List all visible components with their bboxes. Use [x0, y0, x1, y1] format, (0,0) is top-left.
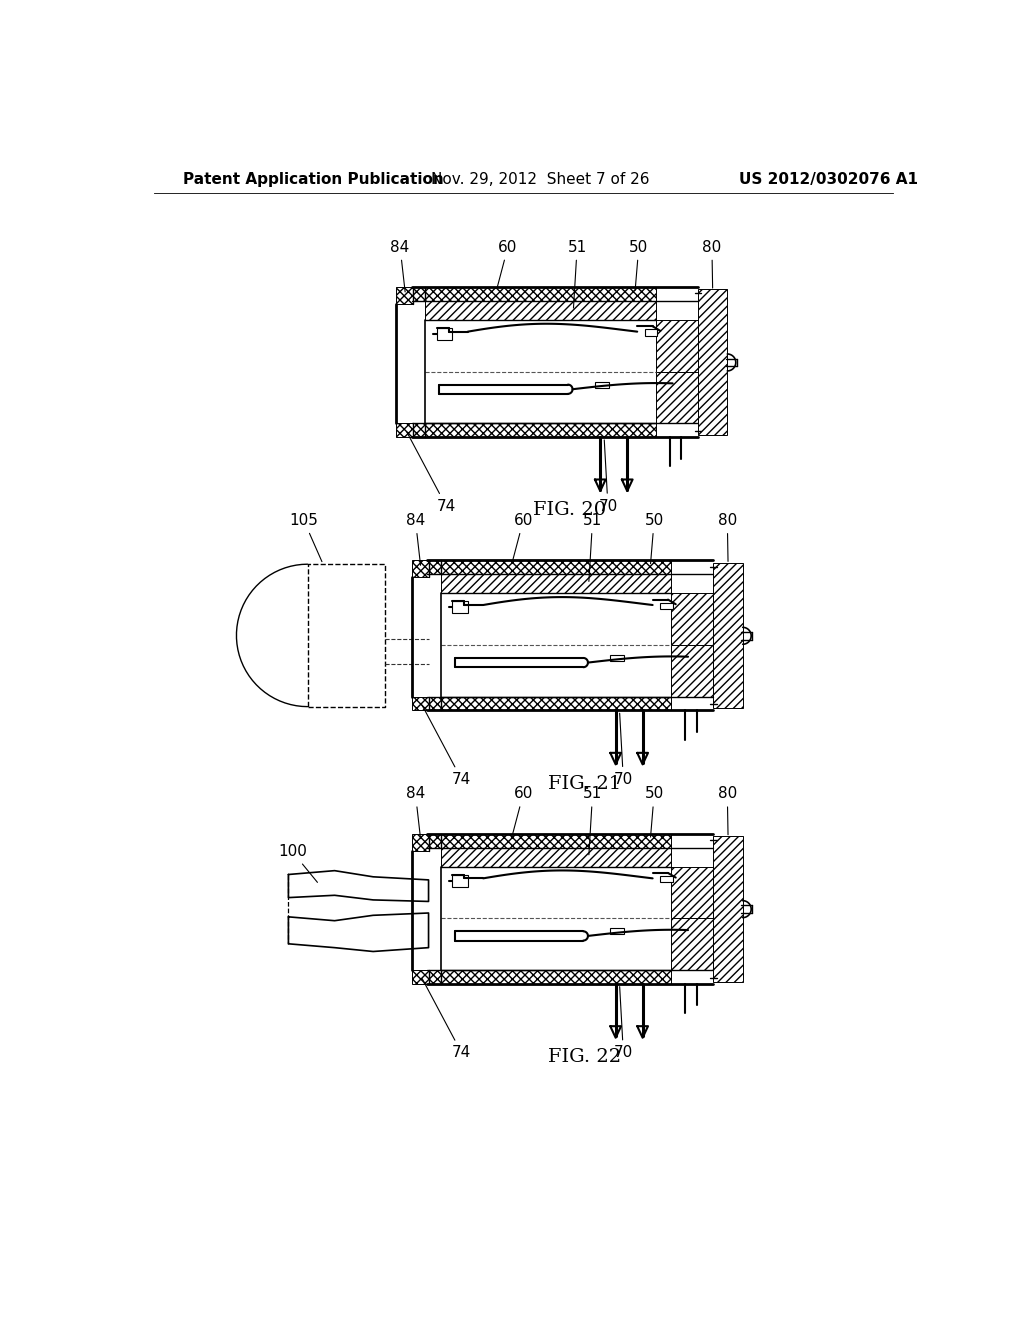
Bar: [412, 286, 655, 301]
Bar: [412, 834, 429, 850]
Text: FIG. 21: FIG. 21: [548, 775, 622, 792]
Bar: [660, 603, 673, 609]
Text: 84: 84: [406, 787, 425, 838]
Bar: [595, 381, 608, 388]
Bar: [671, 867, 714, 919]
Bar: [714, 836, 742, 982]
Bar: [427, 970, 671, 983]
Text: 60: 60: [512, 787, 532, 834]
Text: 60: 60: [512, 513, 532, 561]
Text: 50: 50: [644, 787, 664, 837]
Bar: [412, 697, 429, 710]
Text: 80: 80: [718, 513, 737, 561]
Bar: [645, 330, 657, 335]
Text: 51: 51: [583, 513, 602, 581]
Text: 50: 50: [629, 240, 648, 290]
Bar: [437, 327, 453, 341]
Text: 100: 100: [278, 843, 317, 882]
Bar: [425, 301, 655, 321]
Bar: [610, 742, 621, 752]
Bar: [453, 875, 468, 887]
Bar: [714, 562, 742, 708]
Text: 51: 51: [583, 787, 602, 855]
Bar: [671, 919, 714, 970]
Bar: [427, 560, 671, 574]
Text: 84: 84: [406, 513, 425, 565]
Bar: [660, 876, 673, 882]
Bar: [622, 469, 633, 479]
Text: FIG. 22: FIG. 22: [548, 1048, 622, 1067]
Text: 51: 51: [567, 240, 587, 308]
Text: 60: 60: [497, 240, 517, 288]
Text: Nov. 29, 2012  Sheet 7 of 26: Nov. 29, 2012 Sheet 7 of 26: [431, 172, 649, 186]
Text: FIG. 20: FIG. 20: [532, 502, 606, 519]
Text: 50: 50: [644, 513, 664, 564]
Bar: [671, 645, 714, 697]
Text: 80: 80: [718, 787, 737, 834]
Bar: [441, 574, 671, 594]
Text: 74: 74: [422, 705, 471, 787]
Text: Patent Application Publication: Patent Application Publication: [183, 172, 443, 186]
Text: 74: 74: [422, 978, 471, 1060]
Bar: [412, 424, 655, 437]
Bar: [412, 560, 429, 577]
Bar: [637, 1015, 648, 1026]
Bar: [427, 834, 671, 847]
Text: 70: 70: [613, 713, 633, 787]
Bar: [412, 970, 429, 983]
Bar: [610, 655, 625, 661]
Bar: [396, 424, 413, 437]
Text: 105: 105: [290, 513, 322, 561]
Bar: [610, 1015, 621, 1026]
Bar: [698, 289, 727, 434]
Bar: [655, 321, 698, 372]
Bar: [396, 286, 413, 304]
Bar: [427, 697, 671, 710]
Bar: [595, 469, 605, 479]
Text: 74: 74: [407, 432, 456, 513]
Text: 84: 84: [390, 240, 410, 292]
Bar: [637, 742, 648, 752]
Bar: [441, 847, 671, 867]
Text: 70: 70: [598, 440, 617, 513]
Bar: [610, 928, 625, 935]
Text: US 2012/0302076 A1: US 2012/0302076 A1: [739, 172, 918, 186]
Text: 70: 70: [613, 986, 633, 1060]
Text: 80: 80: [702, 240, 722, 288]
Bar: [453, 601, 468, 614]
Bar: [671, 594, 714, 645]
Bar: [655, 372, 698, 424]
